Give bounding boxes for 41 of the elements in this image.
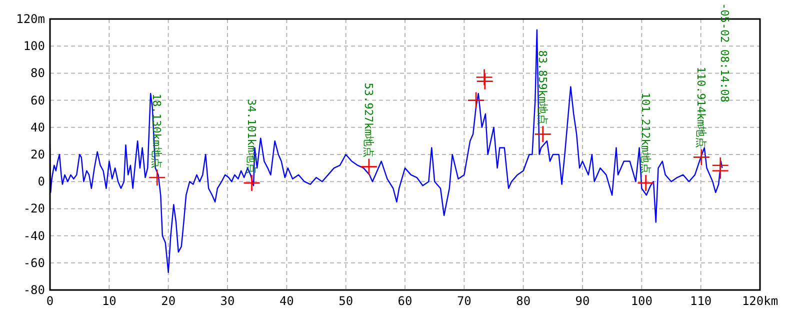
y-tick-label: 20 [30, 148, 45, 162]
point [148, 168, 166, 186]
x-tick-label: 20 [161, 294, 176, 308]
x-tick-label: 60 [398, 294, 412, 308]
x-tick-label: 50 [338, 294, 354, 308]
y-tick-label: 80 [30, 66, 45, 80]
y-tick-label: 60 [30, 93, 45, 108]
y-tick-label: -40 [23, 228, 45, 243]
point [360, 158, 378, 176]
y-tick-label: -20 [23, 202, 45, 216]
annotation: 101.212km地点 [638, 92, 652, 174]
point [712, 162, 730, 180]
x-tick-label: 30 [220, 294, 235, 308]
x-tick-label: 100 [630, 294, 653, 308]
point [243, 174, 260, 192]
x-tick-label: 120km [742, 294, 778, 308]
point [534, 126, 552, 143]
annotation: -05-02 08:14:08 [718, 3, 731, 102]
point [476, 68, 493, 86]
y-tick-label: -80 [23, 283, 45, 297]
y-tick-label: 120m [16, 12, 45, 26]
x-tick-label: 80 [516, 294, 531, 308]
y-tick-label: 100 [23, 39, 45, 54]
y-tick-label: 40 [30, 120, 45, 134]
point [467, 92, 485, 109]
y-tick-label: -60 [23, 256, 45, 270]
x-tick-label: 70 [456, 294, 472, 308]
point [692, 148, 710, 166]
annotation: 110.914km地点 [694, 66, 708, 148]
annotation: 53.927km地点 [362, 82, 375, 158]
x-tick-label: 0 [46, 294, 54, 308]
point [637, 174, 654, 192]
annotation: 18.130km地点 [150, 94, 164, 169]
x-tick-label: 110 [690, 294, 712, 308]
point [476, 72, 494, 90]
x-tick-label: 90 [575, 294, 590, 308]
x-tick-label: 40 [279, 294, 294, 308]
annotation: 34.101km地点 [244, 98, 258, 174]
x-tick-label: 10 [102, 294, 116, 308]
y-tick-label: 0 [38, 174, 45, 189]
annotation: 83.859km地点 [536, 50, 549, 126]
